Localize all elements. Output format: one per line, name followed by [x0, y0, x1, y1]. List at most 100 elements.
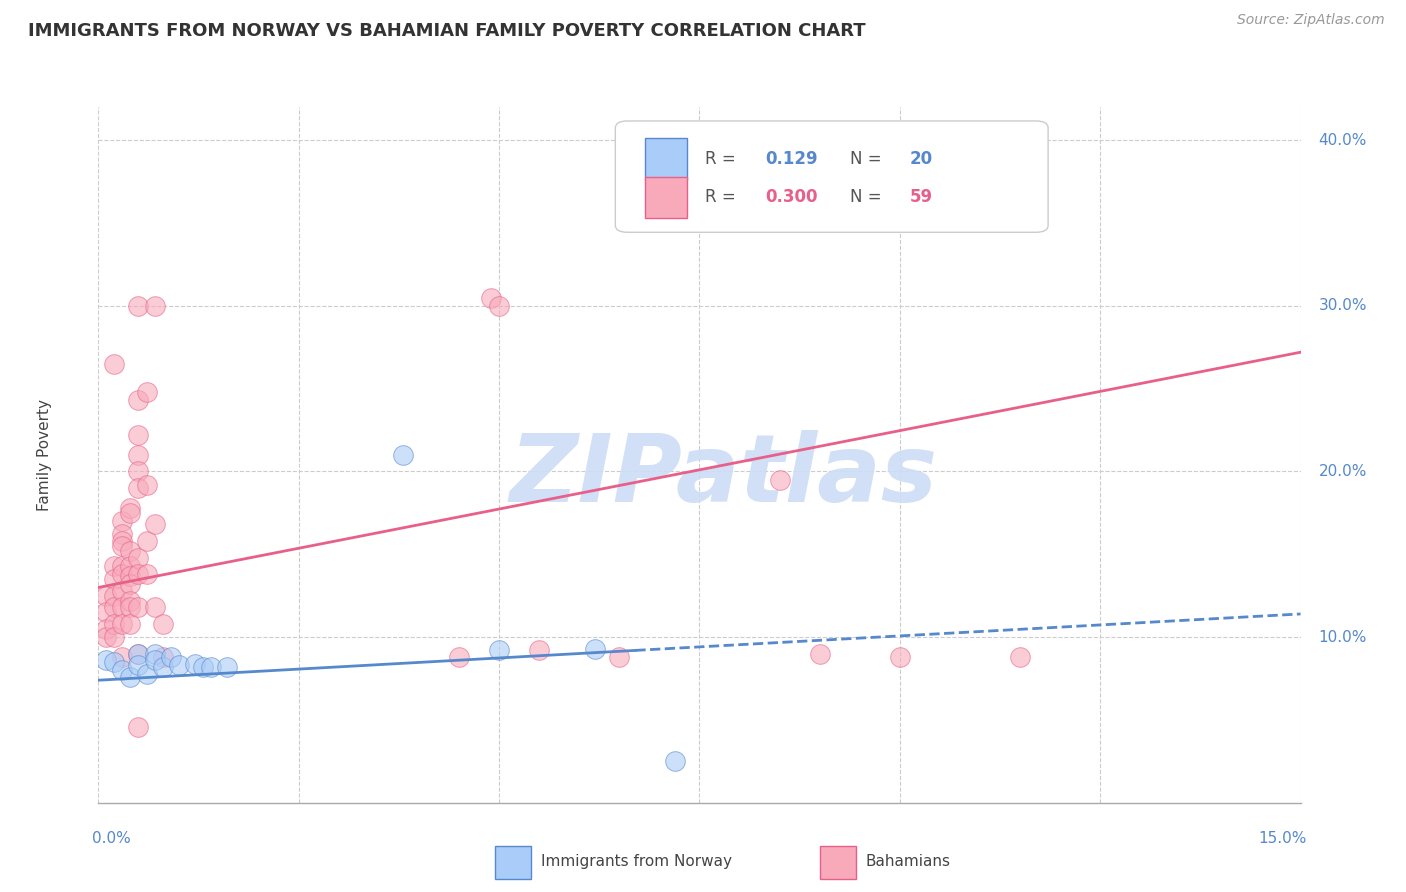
FancyBboxPatch shape — [495, 846, 531, 880]
FancyBboxPatch shape — [820, 846, 856, 880]
Point — [120, 500, 142, 515]
Point — [120, 506, 142, 520]
Point — [103, 655, 125, 669]
Point — [128, 481, 150, 495]
Point — [128, 647, 150, 661]
FancyBboxPatch shape — [645, 138, 688, 180]
Point — [111, 600, 134, 615]
Point — [103, 572, 125, 586]
Point — [128, 600, 150, 615]
Point — [120, 558, 142, 573]
Point — [447, 650, 470, 665]
FancyBboxPatch shape — [616, 121, 1047, 232]
Point — [152, 616, 174, 631]
Text: 20: 20 — [910, 150, 934, 169]
Point — [120, 616, 142, 631]
Point — [128, 465, 150, 479]
Text: 20.0%: 20.0% — [1319, 464, 1367, 479]
Text: 30.0%: 30.0% — [1319, 298, 1367, 313]
Point — [128, 299, 150, 313]
Point — [583, 641, 606, 656]
Text: Source: ZipAtlas.com: Source: ZipAtlas.com — [1237, 13, 1385, 28]
Point — [215, 660, 238, 674]
Point — [167, 658, 190, 673]
Point — [111, 567, 134, 582]
Text: Family Poverty: Family Poverty — [37, 399, 52, 511]
Point — [103, 600, 125, 615]
Point — [609, 650, 631, 665]
Point — [103, 630, 125, 644]
Point — [159, 650, 181, 665]
Text: N =: N = — [849, 150, 887, 169]
Point — [96, 605, 118, 619]
Point — [111, 663, 134, 677]
Text: R =: R = — [706, 188, 741, 206]
Point — [111, 534, 134, 549]
Text: Bahamians: Bahamians — [865, 855, 950, 870]
Text: 15.0%: 15.0% — [1258, 830, 1306, 846]
Text: 10.0%: 10.0% — [1319, 630, 1367, 645]
Point — [128, 567, 150, 582]
Point — [143, 517, 166, 532]
Point — [128, 658, 150, 673]
Point — [120, 600, 142, 615]
Text: Immigrants from Norway: Immigrants from Norway — [541, 855, 731, 870]
Point — [111, 558, 134, 573]
Point — [96, 622, 118, 636]
Point — [128, 393, 150, 408]
FancyBboxPatch shape — [645, 177, 688, 219]
Text: 40.0%: 40.0% — [1319, 133, 1367, 148]
Point — [103, 589, 125, 603]
Point — [128, 448, 150, 462]
Point — [152, 660, 174, 674]
Point — [152, 650, 174, 665]
Text: IMMIGRANTS FROM NORWAY VS BAHAMIAN FAMILY POVERTY CORRELATION CHART: IMMIGRANTS FROM NORWAY VS BAHAMIAN FAMIL… — [28, 22, 866, 40]
Point — [120, 544, 142, 558]
Text: R =: R = — [706, 150, 741, 169]
Text: 59: 59 — [910, 188, 934, 206]
Point — [96, 630, 118, 644]
Point — [143, 647, 166, 661]
Point — [143, 299, 166, 313]
Text: N =: N = — [849, 188, 887, 206]
Point — [111, 616, 134, 631]
Point — [111, 539, 134, 553]
Point — [103, 616, 125, 631]
Text: ZIPatlas: ZIPatlas — [509, 430, 938, 522]
Point — [183, 657, 205, 671]
Point — [111, 527, 134, 541]
Point — [135, 567, 157, 582]
Point — [128, 428, 150, 442]
Point — [111, 514, 134, 528]
Text: 0.0%: 0.0% — [93, 830, 131, 846]
Point — [191, 660, 214, 674]
Point — [143, 600, 166, 615]
Point — [111, 583, 134, 598]
Point — [128, 720, 150, 734]
Point — [488, 299, 510, 313]
Point — [889, 650, 911, 665]
Point — [103, 357, 125, 371]
Point — [1010, 650, 1032, 665]
Point — [135, 666, 157, 681]
Point — [200, 660, 222, 674]
Point — [120, 577, 142, 591]
Point — [808, 647, 831, 661]
Point — [120, 593, 142, 607]
Point — [120, 569, 142, 583]
Point — [128, 550, 150, 565]
Point — [96, 653, 118, 667]
Point — [120, 670, 142, 684]
Point — [479, 291, 502, 305]
Point — [488, 643, 510, 657]
Point — [143, 653, 166, 667]
Text: 0.129: 0.129 — [766, 150, 818, 169]
Point — [768, 473, 790, 487]
Point — [103, 558, 125, 573]
Point — [96, 589, 118, 603]
Point — [392, 448, 415, 462]
Point — [529, 643, 551, 657]
Point — [128, 647, 150, 661]
Text: 0.300: 0.300 — [766, 188, 818, 206]
Point — [135, 534, 157, 549]
